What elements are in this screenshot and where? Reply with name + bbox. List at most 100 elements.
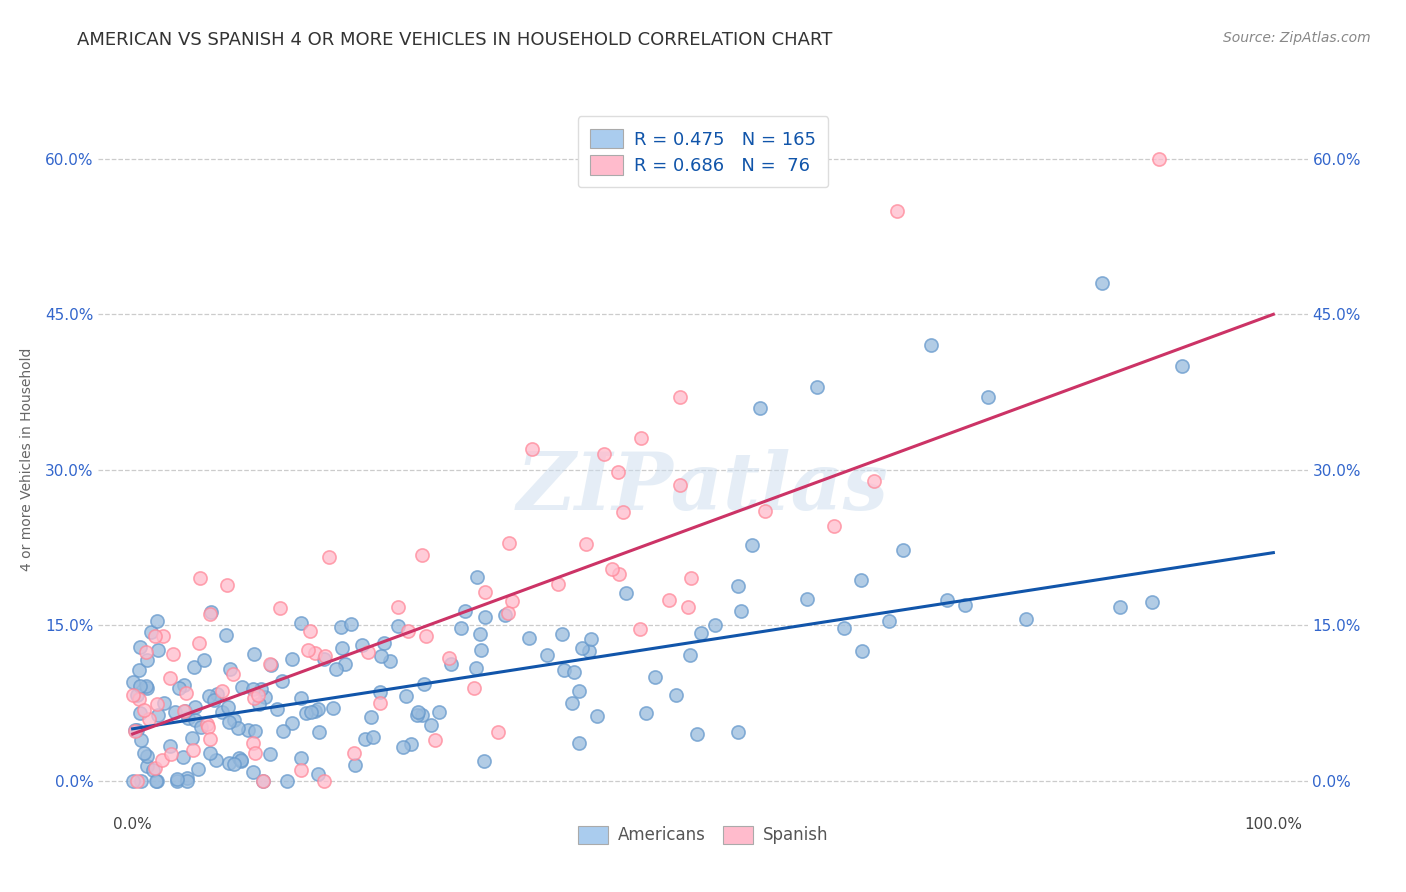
Point	[387, 599, 409, 614]
Point	[727, 579, 749, 593]
Point	[330, 640, 353, 655]
Point	[465, 570, 488, 584]
Point	[176, 771, 198, 785]
Point	[173, 704, 195, 718]
Point	[823, 518, 845, 533]
Point	[188, 636, 211, 650]
Point	[145, 773, 167, 788]
Point	[186, 763, 208, 777]
Point	[135, 679, 157, 693]
Point	[564, 665, 586, 679]
Point	[200, 607, 222, 622]
Point	[193, 653, 215, 667]
Point	[304, 646, 326, 660]
Point	[406, 708, 429, 723]
Point	[219, 662, 242, 676]
Point	[520, 442, 543, 456]
Point	[474, 585, 496, 599]
Point	[886, 203, 908, 218]
Point	[679, 648, 702, 662]
Point	[586, 709, 609, 723]
Point	[730, 604, 752, 618]
Point	[188, 571, 211, 585]
Point	[122, 675, 145, 690]
Point	[920, 338, 942, 352]
Point	[135, 758, 157, 772]
Point	[146, 773, 169, 788]
Point	[246, 688, 269, 702]
Point	[399, 737, 422, 751]
Point	[806, 380, 828, 394]
Point	[571, 640, 593, 655]
Point	[307, 767, 329, 781]
Point	[166, 773, 188, 788]
Point	[361, 730, 384, 744]
Point	[145, 761, 167, 775]
Point	[129, 732, 152, 747]
Point	[146, 708, 169, 723]
Point	[333, 657, 356, 672]
Point	[222, 666, 245, 681]
Point	[470, 643, 492, 657]
Point	[290, 763, 312, 777]
Point	[218, 715, 240, 730]
Point	[222, 713, 245, 727]
Point	[468, 627, 491, 641]
Point	[142, 763, 165, 777]
Point	[152, 696, 174, 710]
Point	[308, 725, 330, 739]
Point	[205, 753, 228, 767]
Point	[177, 711, 200, 725]
Point	[259, 747, 281, 762]
Point	[205, 687, 228, 701]
Point	[122, 773, 145, 788]
Point	[128, 706, 150, 720]
Point	[200, 746, 222, 760]
Point	[378, 654, 401, 668]
Point	[703, 617, 725, 632]
Point	[330, 620, 353, 634]
Point	[754, 504, 776, 518]
Point	[163, 706, 186, 720]
Point	[124, 723, 146, 738]
Point	[297, 643, 319, 657]
Point	[238, 723, 260, 738]
Point	[600, 562, 623, 576]
Point	[668, 477, 690, 491]
Point	[579, 632, 602, 647]
Point	[1171, 359, 1194, 373]
Point	[749, 401, 772, 415]
Point	[132, 746, 155, 760]
Point	[152, 629, 174, 643]
Point	[242, 736, 264, 750]
Point	[463, 681, 485, 696]
Point	[322, 700, 344, 714]
Point	[128, 691, 150, 706]
Point	[181, 731, 204, 746]
Point	[228, 750, 250, 764]
Point	[415, 629, 437, 643]
Point	[343, 747, 366, 761]
Point	[314, 648, 336, 663]
Point	[146, 697, 169, 711]
Point	[862, 474, 884, 488]
Point	[253, 690, 276, 704]
Point	[352, 638, 374, 652]
Point	[198, 690, 221, 704]
Point	[252, 773, 274, 788]
Point	[357, 645, 380, 659]
Point	[242, 764, 264, 779]
Point	[1149, 152, 1171, 166]
Point	[360, 709, 382, 723]
Point	[183, 660, 205, 674]
Point	[450, 622, 472, 636]
Point	[498, 536, 520, 550]
Point	[644, 671, 666, 685]
Point	[135, 645, 157, 659]
Point	[634, 706, 657, 720]
Point	[849, 573, 872, 587]
Point	[936, 593, 959, 607]
Point	[547, 577, 569, 591]
Point	[173, 678, 195, 692]
Point	[395, 689, 418, 703]
